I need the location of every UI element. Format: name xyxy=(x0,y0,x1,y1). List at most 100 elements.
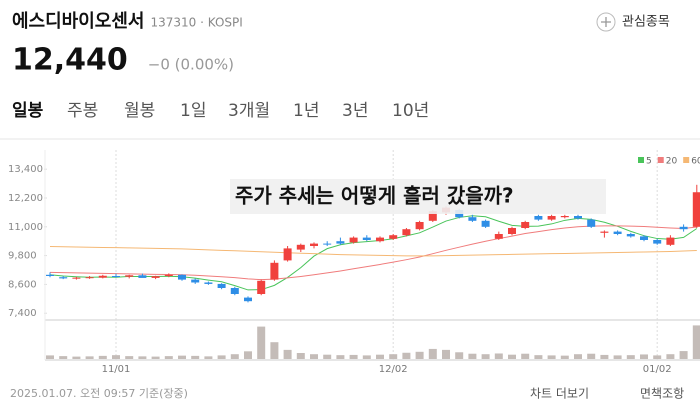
period-tab[interactable]: 3개월 xyxy=(228,101,270,121)
volume-bar xyxy=(296,353,305,359)
y-tick-label: 11,000 xyxy=(8,222,43,233)
volume-bar xyxy=(98,355,107,359)
y-tick-label: 12,200 xyxy=(8,193,43,204)
candle-body xyxy=(613,231,622,234)
x-tick-label: 01/02 xyxy=(643,364,672,375)
volume-bar xyxy=(270,342,279,359)
price-change: −0 (0.00%) xyxy=(148,56,234,74)
candle-body xyxy=(336,241,345,244)
volume-bar xyxy=(468,353,477,359)
candle-body xyxy=(362,237,371,240)
volume-bar xyxy=(455,352,464,359)
period-tab[interactable]: 1일 xyxy=(180,101,206,121)
annotation-box xyxy=(230,179,606,214)
volume-bar xyxy=(481,354,490,359)
legend-label: 20 xyxy=(666,157,678,167)
volume-bar xyxy=(666,354,675,359)
period-tab[interactable]: 월봉 xyxy=(124,101,155,121)
chart: 13,400 12,200 11,000 9,800 8,600 7,400 11/01 12… xyxy=(8,150,700,375)
candle-body xyxy=(178,274,186,280)
candle-body xyxy=(296,244,305,250)
candle-body xyxy=(428,211,437,221)
period-tab[interactable]: 일봉 xyxy=(12,101,44,121)
volume-bar xyxy=(521,353,530,359)
volume-bar xyxy=(560,355,569,359)
volume-bar xyxy=(389,354,398,359)
volume-bar xyxy=(692,325,700,359)
y-tick-label: 7,400 xyxy=(8,308,37,319)
legend-swatch xyxy=(657,157,664,163)
period-tab[interactable]: 3년 xyxy=(342,101,368,121)
volume-bar xyxy=(72,356,81,359)
volume-bar xyxy=(376,354,384,359)
volume-bar xyxy=(442,349,450,359)
volume-bar xyxy=(415,351,424,359)
candle-body xyxy=(666,237,675,245)
x-tick-label: 11/01 xyxy=(102,364,131,375)
volume-bar xyxy=(230,354,239,359)
candle-body xyxy=(191,279,200,283)
stock-name: 에스디바이오센서 xyxy=(12,11,144,32)
volume-bar xyxy=(653,355,662,359)
volume-bar xyxy=(204,356,213,359)
period-tab[interactable]: 10년 xyxy=(392,101,429,121)
timestamp: 2025.01.07. 오전 09:57 기준(장중) xyxy=(10,387,188,400)
candle-body xyxy=(547,216,556,220)
watch-icon[interactable] xyxy=(596,12,616,32)
candle-body xyxy=(692,192,700,227)
volume-bar xyxy=(59,356,68,359)
volume-bar xyxy=(626,355,635,359)
volume-bar xyxy=(613,355,622,359)
candle-body xyxy=(151,276,160,278)
legend-label: 5 xyxy=(646,157,652,167)
volume-bar xyxy=(112,355,120,359)
x-tick-label: 12/02 xyxy=(379,364,408,375)
candle-body xyxy=(244,297,252,302)
candle-body xyxy=(640,236,648,240)
volume-bar xyxy=(217,355,226,359)
legend-label: 60 xyxy=(691,157,700,167)
candle-body xyxy=(587,219,596,227)
candle-body xyxy=(679,226,688,230)
volume-bar xyxy=(244,351,252,359)
candle-body xyxy=(600,231,609,233)
candle-body xyxy=(534,216,543,220)
disclaimer[interactable]: 면책조항 xyxy=(640,386,684,400)
candle-body xyxy=(217,283,226,288)
volume-bar xyxy=(402,352,411,359)
volume-bar xyxy=(679,351,688,359)
candle-body xyxy=(521,222,530,228)
candle-body xyxy=(270,262,279,280)
candle-body xyxy=(508,228,516,234)
candle-body xyxy=(257,280,266,294)
candle-body xyxy=(560,216,569,218)
watch-plus xyxy=(601,17,611,27)
watch-button[interactable]: 관심종목 xyxy=(622,15,670,30)
volume-bar xyxy=(336,355,345,359)
candle-body xyxy=(402,229,411,236)
candle-body xyxy=(574,216,582,219)
candle-body xyxy=(653,240,662,244)
candle-body xyxy=(323,243,332,245)
candle-body xyxy=(59,277,68,279)
annotation: 주가 추세는 어떻게 흘러 갔을까? xyxy=(235,184,514,208)
volume-bar xyxy=(310,354,318,359)
volume-bar xyxy=(178,355,186,359)
volume-bar xyxy=(534,355,543,359)
period-tab[interactable]: 1년 xyxy=(293,101,319,121)
volume-bar xyxy=(587,353,596,359)
candle-body xyxy=(468,217,477,221)
period-tab[interactable]: 주봉 xyxy=(67,101,98,121)
candle-body xyxy=(310,243,318,246)
more-chart[interactable]: 차트 더보기 xyxy=(530,387,589,400)
candle-body xyxy=(349,237,358,243)
volume-bar xyxy=(323,354,332,359)
volume-bar xyxy=(494,353,503,359)
volume-bar xyxy=(283,349,292,359)
moving-average-line xyxy=(49,245,697,257)
candle-body xyxy=(481,220,490,227)
candle-body xyxy=(72,277,81,279)
y-tick-label: 8,600 xyxy=(8,279,37,290)
volume-bar xyxy=(349,354,358,359)
